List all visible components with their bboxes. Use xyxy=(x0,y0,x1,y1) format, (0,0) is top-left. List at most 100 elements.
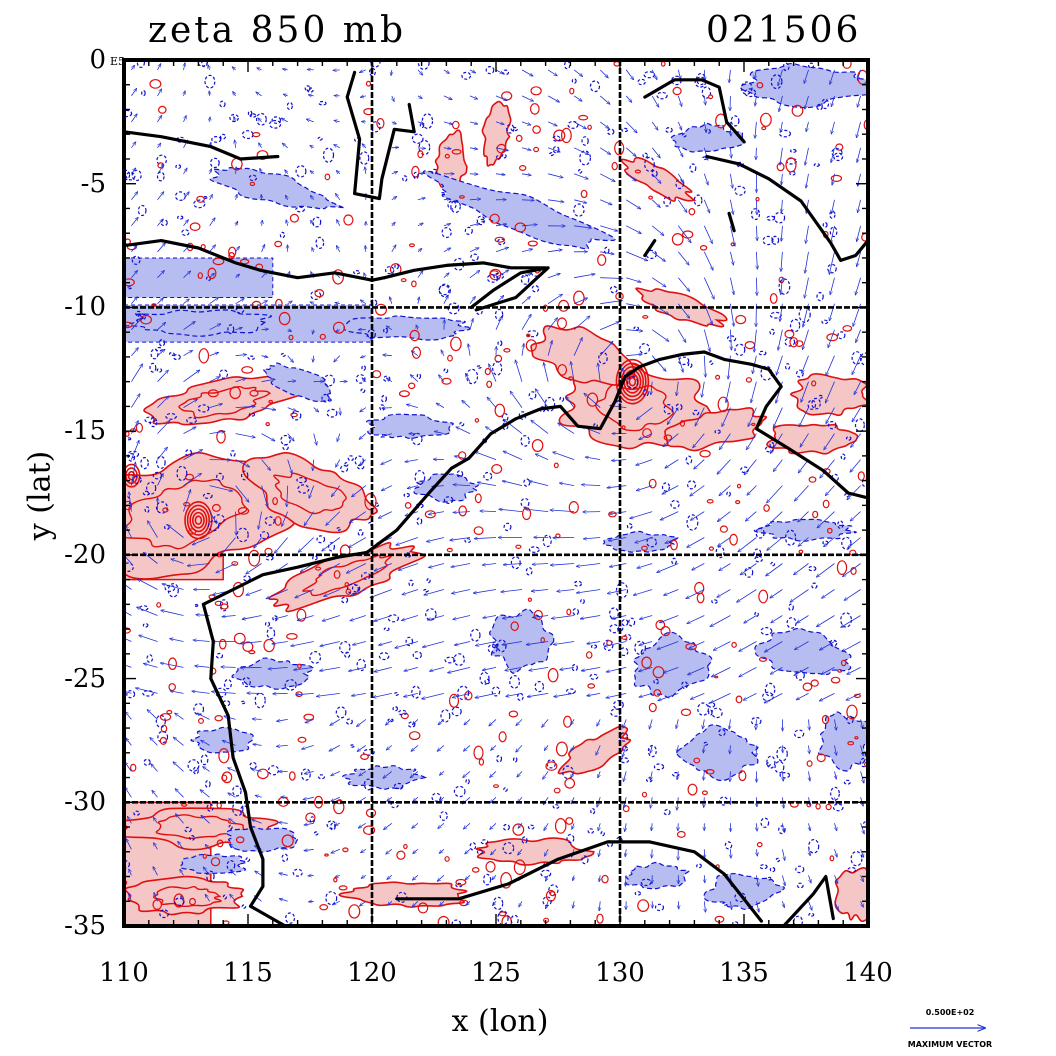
wind-vector xyxy=(809,849,811,855)
small-positive-contour xyxy=(837,668,843,673)
wind-vector xyxy=(157,322,166,330)
wind-vector xyxy=(427,537,444,542)
wind-vector xyxy=(860,745,864,755)
small-positive-contour xyxy=(731,641,737,648)
wind-vector xyxy=(831,121,835,134)
wind-vector xyxy=(210,169,212,174)
wind-vector xyxy=(240,641,262,644)
wind-vector xyxy=(495,95,507,101)
small-negative-contour xyxy=(245,857,251,862)
wind-vector xyxy=(531,420,549,434)
wind-vector xyxy=(424,589,445,596)
small-positive-contour xyxy=(494,403,506,418)
x-tick-label: 110 xyxy=(99,958,149,988)
wind-vector xyxy=(157,89,162,97)
small-negative-contour xyxy=(453,653,465,666)
wind-vector xyxy=(235,299,245,305)
wind-vector xyxy=(842,641,861,652)
wind-vector xyxy=(423,641,445,648)
small-negative-contour xyxy=(354,455,364,467)
wind-vector xyxy=(388,901,393,905)
small-positive-contour xyxy=(444,856,450,862)
wind-vector xyxy=(766,563,783,577)
wind-vector xyxy=(822,589,835,599)
wind-vector xyxy=(417,198,425,200)
wind-vector xyxy=(313,459,314,471)
wind-vector xyxy=(825,381,835,403)
small-negative-contour xyxy=(150,348,159,360)
small-negative-contour xyxy=(492,361,503,376)
small-negative-contour xyxy=(411,685,421,699)
small-positive-contour xyxy=(556,317,567,330)
wind-vector xyxy=(667,407,679,425)
wind-vector xyxy=(386,378,393,383)
small-negative-contour xyxy=(689,163,697,173)
wind-vector xyxy=(469,95,478,99)
small-negative-contour xyxy=(634,891,642,896)
small-positive-contour xyxy=(290,412,298,418)
wind-vector xyxy=(739,667,757,676)
wind-vector xyxy=(310,195,315,201)
small-positive-contour xyxy=(202,853,207,860)
small-positive-contour xyxy=(822,499,830,509)
vorticity-fill-layer xyxy=(124,62,868,926)
wind-vector xyxy=(417,96,422,99)
wind-vector xyxy=(834,901,839,910)
small-negative-contour xyxy=(796,882,804,889)
wind-vector xyxy=(730,329,731,350)
wind-vector xyxy=(236,194,238,200)
wind-vector xyxy=(173,737,184,746)
wind-vector xyxy=(391,197,397,201)
small-negative-contour xyxy=(552,804,560,809)
wind-vector xyxy=(407,404,419,408)
wind-vector xyxy=(183,450,203,460)
wind-vector xyxy=(860,875,864,881)
small-negative-contour xyxy=(387,718,394,723)
small-positive-contour xyxy=(829,855,835,862)
wind-vector xyxy=(495,224,507,226)
small-negative-contour xyxy=(345,718,353,725)
wind-vector xyxy=(719,563,731,571)
small-negative-contour xyxy=(642,152,649,159)
wind-vector xyxy=(261,301,268,305)
wind-vector xyxy=(131,217,138,227)
small-positive-contour xyxy=(494,236,505,243)
wind-vector xyxy=(453,615,471,620)
wind-vector xyxy=(521,69,533,76)
wind-vector xyxy=(417,148,426,149)
small-negative-contour xyxy=(159,909,170,919)
small-negative-contour xyxy=(280,352,286,357)
wind-vector xyxy=(778,329,783,351)
wind-vector xyxy=(582,485,601,486)
coastline xyxy=(124,130,280,161)
negative-vorticity-region xyxy=(602,530,679,553)
small-positive-contour xyxy=(699,245,708,251)
small-negative-contour xyxy=(155,714,166,728)
wind-vector xyxy=(469,122,478,124)
wind-vector xyxy=(489,719,497,726)
wind-vector xyxy=(651,277,666,287)
small-positive-contour xyxy=(451,120,460,130)
wind-vector xyxy=(417,69,423,75)
small-negative-contour xyxy=(573,580,583,587)
wind-vector xyxy=(452,693,471,697)
wind-vector xyxy=(633,589,653,596)
small-positive-contour xyxy=(641,791,648,798)
small-negative-contour xyxy=(339,641,351,654)
negative-vorticity-region xyxy=(124,309,272,337)
small-negative-contour xyxy=(213,514,225,524)
wind-vector xyxy=(545,849,549,856)
wind-vector xyxy=(571,362,575,382)
small-positive-contour xyxy=(263,638,275,653)
small-negative-contour xyxy=(491,641,498,649)
wind-vector xyxy=(283,94,288,96)
wind-vector xyxy=(626,354,642,356)
wind-vector xyxy=(384,822,393,829)
small-positive-contour xyxy=(363,825,376,835)
small-positive-contour xyxy=(478,758,485,766)
small-negative-contour xyxy=(829,639,838,647)
small-negative-contour xyxy=(230,450,236,458)
wind-vector xyxy=(416,325,418,330)
small-negative-contour xyxy=(438,283,451,298)
